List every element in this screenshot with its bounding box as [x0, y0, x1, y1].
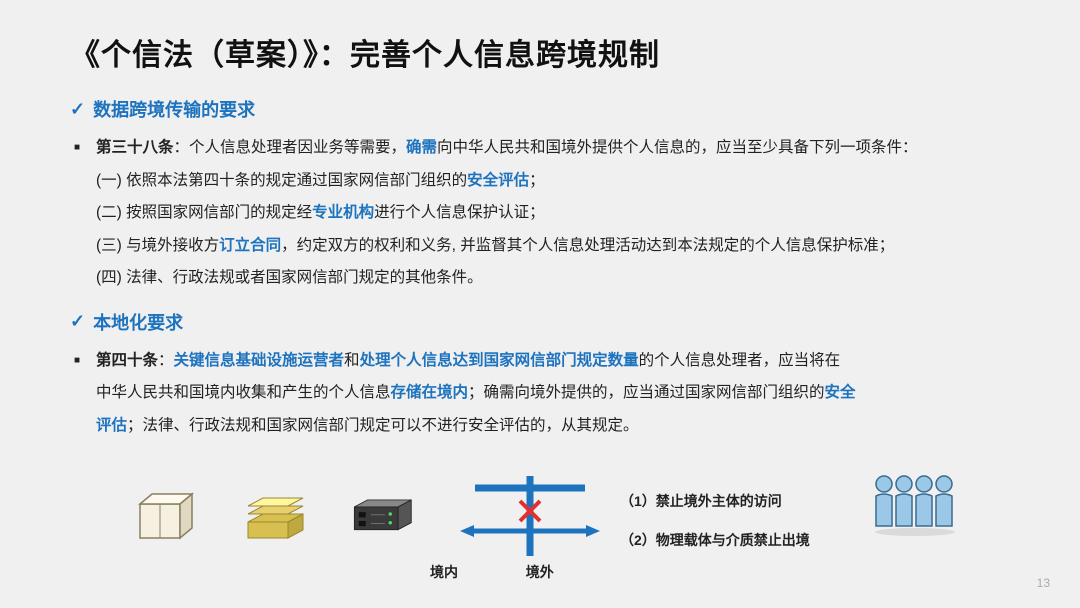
files-icon: [240, 486, 310, 541]
section1-heading-text: 数据跨境传输的要求: [93, 96, 255, 122]
item-3: (三) 与境外接收方订立合同，约定双方的权利和义务, 并监督其个人信息处理活动达…: [74, 230, 1010, 263]
emphasis: 安全评估: [467, 172, 529, 189]
label-outside: 境外: [526, 564, 554, 580]
emphasis: 确需: [406, 139, 437, 156]
text: ：: [158, 352, 174, 369]
emphasis: 关键信息基础设施运营者: [174, 352, 345, 369]
article-number: 第四十条: [96, 352, 158, 369]
label-inside: 境内: [430, 564, 458, 580]
item-2: (二) 按照国家网信部门的规定经专业机构进行个人信息保护认证；: [74, 197, 1010, 230]
emphasis: 存储在境内: [391, 384, 469, 401]
emphasis: 评估: [96, 417, 127, 434]
icon-row: [130, 486, 460, 541]
divider-icon: [440, 476, 620, 566]
emphasis: 订立合同: [219, 237, 281, 254]
item-4: (四) 法律、行政法规或者国家网信部门规定的其他条件。: [74, 262, 1010, 295]
text: ：个人信息处理者因业务等需要，: [174, 139, 407, 156]
text: 和: [344, 352, 360, 369]
text: ，约定双方的权利和义务, 并监督其个人信息处理活动达到本法规定的个人信息保护标准…: [281, 237, 894, 254]
emphasis: 处理个人信息达到国家网信部门规定数量: [360, 352, 639, 369]
text: (二) 按照国家网信部门的规定经: [96, 204, 312, 221]
text: (一) 依照本法第四十条的规定通过国家网信部门组织的: [96, 172, 467, 189]
note-1: （1）禁止境外主体的访问: [620, 482, 810, 521]
emphasis: 专业机构: [312, 204, 374, 221]
section2-heading-text: 本地化要求: [93, 309, 183, 335]
article-38-lead: 第三十八条：个人信息处理者因业务等需要，确需向中华人民共和国境外提供个人信息的，…: [74, 132, 1010, 165]
text: (三) 与境外接收方: [96, 237, 219, 254]
check-icon: ✓: [70, 311, 85, 332]
section1-body: 第三十八条：个人信息处理者因业务等需要，确需向中华人民共和国境外提供个人信息的，…: [70, 132, 1010, 295]
article-40: 第四十条：关键信息基础设施运营者和处理个人信息达到国家网信部门规定数量的个人信息…: [74, 345, 1010, 378]
text: 向中华人民共和国境外提供个人信息的，应当至少具备下列一项条件：: [437, 139, 918, 156]
box-icon: [130, 486, 200, 541]
diagram-notes: （1）禁止境外主体的访问 （2）物理载体与介质禁止出境: [620, 482, 810, 560]
text: ；: [529, 172, 545, 189]
item-1: (一) 依照本法第四十条的规定通过国家网信部门组织的安全评估；: [74, 165, 1010, 198]
people-icon: [870, 470, 960, 540]
section1-heading: ✓ 数据跨境传输的要求: [70, 96, 1010, 122]
check-icon: ✓: [70, 99, 85, 120]
article-40-cont2: 评估；法律、行政法规和国家网信部门规定可以不进行安全评估的，从其规定。: [74, 410, 1010, 443]
text: 的个人信息处理者，应当将在: [639, 352, 841, 369]
boundary-labels: 境内 境外: [430, 562, 554, 582]
text: ；法律、行政法规和国家网信部门规定可以不进行安全评估的，从其规定。: [127, 417, 639, 434]
slide-title: 《个信法（草案）》：完善个人信息跨境规制: [70, 30, 1010, 74]
page-number: 13: [1037, 576, 1050, 590]
text: 进行个人信息保护认证；: [374, 204, 545, 221]
diagram: 境内 境外 （1）禁止境外主体的访问 （2）物理载体与介质禁止出境: [130, 476, 950, 586]
note-2: （2）物理载体与介质禁止出境: [620, 521, 810, 560]
section2-heading: ✓ 本地化要求: [70, 309, 1010, 335]
text: 中华人民共和国境内收集和产生的个人信息: [96, 384, 391, 401]
text: ；确需向境外提供的，应当通过国家网信部门组织的: [468, 384, 825, 401]
emphasis: 安全: [825, 384, 856, 401]
section2-body: 第四十条：关键信息基础设施运营者和处理个人信息达到国家网信部门规定数量的个人信息…: [70, 345, 1010, 443]
article-number: 第三十八条: [96, 139, 174, 156]
slide: 《个信法（草案）》：完善个人信息跨境规制 ✓ 数据跨境传输的要求 第三十八条：个…: [0, 0, 1080, 608]
article-40-cont: 中华人民共和国境内收集和产生的个人信息存储在境内；确需向境外提供的，应当通过国家…: [74, 377, 1010, 410]
server-icon: [350, 486, 420, 541]
